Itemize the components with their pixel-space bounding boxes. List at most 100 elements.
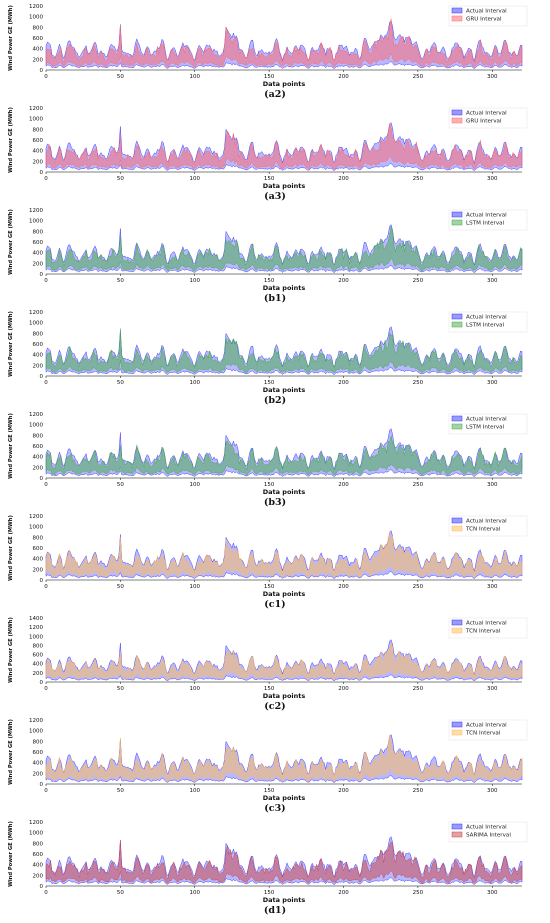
y-tick-label: 800 [33, 229, 44, 235]
legend-swatch [451, 321, 463, 328]
y-tick-label: 400 [33, 557, 44, 563]
legend-label: Actual Interval [466, 519, 507, 525]
y-tick-label: 400 [33, 149, 44, 155]
x-tick-label: 50 [117, 482, 124, 488]
y-tick-label: 600 [33, 750, 44, 756]
series-band-gru [45, 18, 523, 68]
x-axis-label: Data points [263, 794, 306, 802]
x-tick-label: 200 [338, 278, 349, 284]
x-tick-label: 200 [338, 74, 349, 80]
x-tick-label: 50 [117, 788, 124, 794]
y-tick-label: 800 [33, 331, 44, 337]
x-tick-label: 250 [413, 176, 424, 182]
x-tick-label: 150 [264, 482, 275, 488]
y-tick-label: 400 [33, 455, 44, 461]
y-tick-label: 600 [33, 546, 44, 552]
legend-label: Actual Interval [466, 9, 507, 15]
legend-swatch [451, 117, 463, 124]
legend-swatch [451, 109, 463, 116]
chart-panel: 0 50 100 150 200 250 300 0 200 400 600 800 1000 1200 D… [8, 4, 528, 100]
x-tick-label: 0 [44, 686, 48, 692]
panel-label: (b1) [264, 293, 286, 304]
y-tick-label: 600 [33, 342, 44, 348]
y-tick-label: 200 [33, 465, 44, 471]
legend-label: SARIMA Interval [466, 833, 511, 839]
legend-swatch [451, 627, 463, 634]
series-band-tcn [45, 531, 523, 579]
y-tick-label: 1000 [29, 117, 43, 123]
x-tick-label: 250 [413, 788, 424, 794]
legend-swatch [451, 517, 463, 524]
legend-label: Actual Interval [466, 111, 507, 117]
panel-label: (c1) [264, 599, 285, 610]
y-axis-label: Wind Power GE (MWh) [8, 617, 14, 683]
y-tick-label: 800 [33, 127, 44, 133]
x-tick-label: 200 [338, 686, 349, 692]
y-tick-label: 1000 [29, 634, 43, 640]
legend-label: Actual Interval [466, 825, 507, 831]
x-axis-label: Data points [263, 182, 306, 190]
x-tick-label: 150 [264, 278, 275, 284]
x-tick-label: 250 [413, 278, 424, 284]
legend-swatch [451, 721, 463, 728]
legend: Actual Interval TCN Interval [448, 719, 528, 741]
legend-swatch [451, 313, 463, 320]
panel-label: (a2) [264, 89, 286, 100]
chart-panel: 0 50 100 150 200 250 300 0 200 400 600 800 1000 1200 1… [8, 616, 528, 712]
x-tick-label: 250 [413, 380, 424, 386]
x-tick-label: 150 [264, 380, 275, 386]
x-axis-label: Data points [263, 896, 306, 904]
y-tick-label: 200 [33, 873, 44, 879]
y-tick-label: 1200 [29, 820, 43, 826]
y-tick-label: 1200 [29, 625, 43, 631]
chart-panel: 0 50 100 150 200 250 300 0 200 400 600 800 1000 1200 D… [8, 310, 528, 406]
x-tick-label: 200 [338, 788, 349, 794]
y-tick-label: 200 [33, 671, 44, 677]
legend: Actual Interval TCN Interval [448, 617, 528, 639]
x-tick-label: 250 [413, 74, 424, 80]
y-tick-label: 600 [33, 138, 44, 144]
legend-label: LSTM Interval [466, 323, 505, 329]
legend-label: Actual Interval [466, 417, 507, 423]
x-tick-label: 300 [487, 74, 498, 80]
chart-panel: 0 50 100 150 200 250 300 0 200 400 600 800 1000 1200 D… [8, 820, 528, 916]
y-tick-label: 1200 [29, 310, 43, 316]
x-axis-label: Data points [263, 590, 306, 598]
legend-label: TCN Interval [465, 629, 501, 635]
y-tick-label: 600 [33, 240, 44, 246]
y-tick-label: 200 [33, 363, 44, 369]
legend: Actual Interval GRU Interval [448, 5, 528, 27]
y-axis-label: Wind Power GE (MWh) [8, 515, 14, 581]
x-axis-label: Data points [263, 488, 306, 496]
legend-swatch [451, 219, 463, 226]
y-tick-label: 1000 [29, 831, 43, 837]
y-tick-label: 600 [33, 653, 44, 659]
legend-label: LSTM Interval [466, 221, 505, 227]
chart-panel: 0 50 100 150 200 250 300 0 200 400 600 800 1000 1200 D… [8, 412, 528, 508]
y-tick-label: 400 [33, 662, 44, 668]
y-tick-label: 200 [33, 57, 44, 63]
panel-label: (c3) [264, 803, 285, 814]
x-tick-label: 0 [44, 380, 48, 386]
y-tick-label: 0 [40, 68, 44, 74]
panel-label: (c2) [264, 701, 285, 712]
y-tick-label: 1200 [29, 514, 43, 520]
legend-swatch [451, 729, 463, 736]
x-tick-label: 300 [487, 380, 498, 386]
x-tick-label: 50 [117, 380, 124, 386]
x-tick-label: 100 [190, 890, 201, 896]
y-tick-label: 400 [33, 761, 44, 767]
x-axis-label: Data points [263, 80, 306, 88]
y-tick-label: 200 [33, 261, 44, 267]
y-tick-label: 200 [33, 771, 44, 777]
legend-label: Actual Interval [466, 315, 507, 321]
x-tick-label: 150 [264, 584, 275, 590]
x-tick-label: 200 [338, 176, 349, 182]
y-tick-label: 0 [40, 680, 44, 686]
legend-swatch [451, 15, 463, 22]
y-axis-label: Wind Power GE (MWh) [8, 5, 14, 71]
x-tick-label: 150 [264, 788, 275, 794]
x-tick-label: 300 [487, 890, 498, 896]
y-tick-label: 1000 [29, 219, 43, 225]
x-tick-label: 50 [117, 278, 124, 284]
